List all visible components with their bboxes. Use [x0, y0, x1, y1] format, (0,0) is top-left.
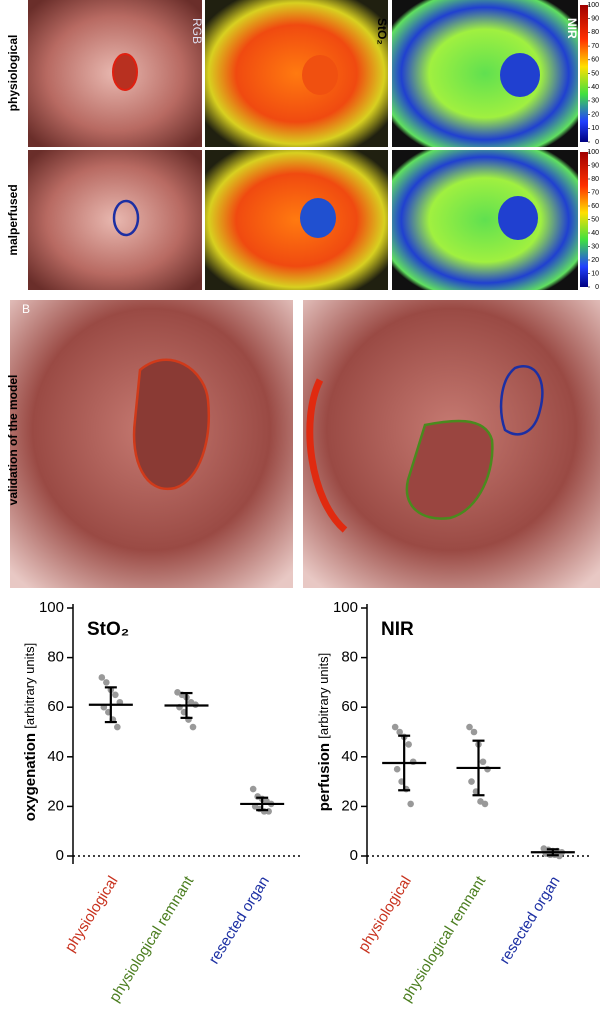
organ [302, 55, 338, 95]
y-axis-label: perfusion [arbitrary units] [316, 653, 333, 812]
column-label: RGB [190, 18, 204, 44]
y-label-unit: [arbitrary units] [316, 653, 331, 739]
colorbar-tick-label: 90 [591, 162, 599, 169]
colorbar-tick-label: 50 [591, 70, 599, 77]
x-tick-label: physiological [62, 873, 122, 955]
data-point [481, 800, 489, 808]
organ [498, 196, 538, 240]
y-tick-label: 0 [56, 847, 64, 864]
data-point [470, 728, 478, 736]
y-label-main: oxygenation [22, 733, 39, 821]
contour [405, 419, 494, 520]
row-label: physiological [6, 35, 20, 112]
y-tick-label: 0 [350, 847, 358, 864]
data-point [114, 723, 121, 731]
colorbar-tick-label: 40 [591, 230, 599, 237]
data-point [468, 778, 475, 785]
y-label-unit: [arbitrary units] [22, 643, 37, 729]
data-point [393, 765, 401, 773]
x-tick-label: resected organ [496, 873, 563, 967]
colorbar-tick-label: 30 [591, 98, 599, 105]
y-tick-label: 100 [39, 599, 64, 616]
colorbar-tick-label: 100 [587, 149, 599, 156]
colorbar-tick-label: 80 [591, 29, 599, 36]
row-label: validation of the model [6, 375, 20, 506]
colorbar-tick-label: 70 [591, 43, 599, 50]
data-point [479, 758, 487, 766]
colorbar-tick-label: 10 [591, 125, 599, 132]
data-point [396, 728, 403, 736]
data-point [103, 679, 110, 686]
colorbar-tick-label: 40 [591, 84, 599, 91]
y-tick-label: 60 [47, 698, 64, 715]
tube [306, 378, 348, 533]
contour [112, 199, 140, 237]
colorbar [580, 152, 588, 287]
x-tick-label: physiological remnant [106, 873, 198, 1006]
x-tick-label: physiological [355, 873, 415, 955]
panel-label: B [22, 302, 30, 316]
colorbar-tick-label: 90 [591, 16, 599, 23]
contour [132, 358, 210, 491]
colorbar-tick-label: 20 [591, 257, 599, 264]
data-point [391, 723, 399, 731]
y-tick-label: 20 [341, 797, 358, 814]
chart-title: StO₂ [87, 619, 129, 640]
colorbar [580, 5, 588, 142]
colorbar-tick-label: 80 [591, 176, 599, 183]
y-tick-label: 40 [47, 748, 64, 765]
colorbar-tick-label: 60 [591, 203, 599, 210]
colorbar-tick-label: 100 [587, 2, 599, 9]
colorbar-tick-label: 10 [591, 270, 599, 277]
panel-label: A [4, 2, 12, 16]
y-tick-label: 100 [333, 599, 358, 616]
panel-a-images [28, 0, 588, 290]
data-point [405, 741, 412, 748]
data-point [189, 723, 197, 731]
data-point [466, 723, 473, 731]
colorbar-tick-label: 0 [595, 284, 599, 291]
y-tick-label: 20 [47, 797, 64, 814]
y-label-main: perfusion [316, 743, 333, 811]
chart-title: NIR [381, 619, 414, 640]
x-tick-label: resected organ [205, 873, 272, 967]
organ [300, 198, 336, 238]
data-point [112, 691, 119, 699]
y-tick-label: 40 [341, 748, 358, 765]
y-tick-label: 80 [47, 649, 64, 666]
colorbar-tick-label: 30 [591, 243, 599, 250]
contour [112, 53, 138, 91]
y-tick-label: 60 [341, 698, 358, 715]
nir-image [392, 150, 578, 290]
sto2-image [205, 0, 388, 147]
row-label: malperfused [6, 184, 20, 255]
colorbar-tick-label: 20 [591, 111, 599, 118]
y-axis-label: oxygenation [arbitrary units] [22, 643, 39, 822]
x-tick-label: physiological remnant [398, 873, 490, 1006]
colorbar-tick-label: 70 [591, 189, 599, 196]
colorbar-tick-label: 50 [591, 216, 599, 223]
organ [500, 53, 540, 97]
data-point [407, 800, 414, 808]
column-label: StO₂ [375, 18, 389, 45]
panel-b-images [10, 300, 600, 588]
colorbar-tick-label: 0 [595, 139, 599, 146]
sto2-image [205, 150, 388, 290]
colorbar-tick-label: 60 [591, 57, 599, 64]
column-label: NIR [565, 18, 579, 39]
nir-image [392, 0, 578, 147]
data-point [98, 674, 106, 681]
contour [499, 365, 544, 436]
y-tick-label: 80 [341, 649, 358, 666]
data-point [249, 785, 257, 793]
